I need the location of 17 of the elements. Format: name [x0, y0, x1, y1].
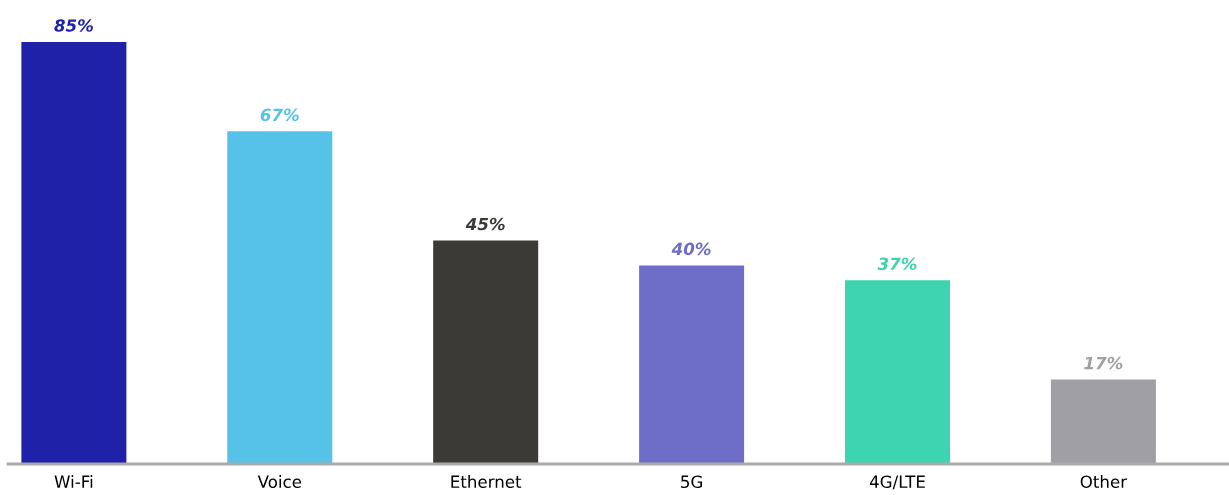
- data-label: 67%: [260, 108, 299, 122]
- bar: [21, 42, 127, 464]
- bar: [844, 280, 950, 464]
- x-tick-label: Ethernet: [451, 475, 522, 489]
- data-label: 40%: [671, 242, 711, 256]
- bar: [639, 265, 745, 464]
- x-tick-label: 5G: [681, 475, 702, 489]
- x-tick-label: 4G/LTE: [869, 475, 925, 490]
- data-label: 37%: [877, 257, 917, 271]
- data-label: 45%: [465, 217, 505, 231]
- data-label: 85%: [54, 19, 93, 32]
- data-label: 17%: [1084, 356, 1123, 370]
- bar: [227, 131, 333, 464]
- x-tick-label: Wi-Fi: [54, 475, 93, 488]
- x-tick-label: Other: [1080, 475, 1128, 489]
- bar: [433, 240, 539, 464]
- x-tick-label: Voice: [257, 475, 302, 489]
